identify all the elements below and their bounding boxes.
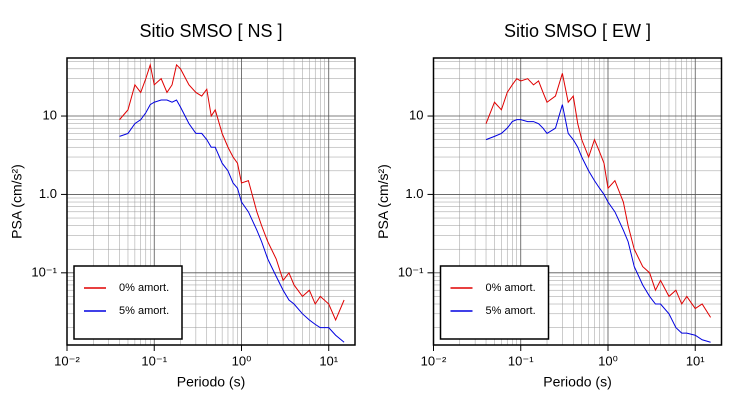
legend-box	[73, 265, 183, 340]
x-axis-label: Periodo (s)	[543, 374, 611, 390]
x-tick-label: 10⁰	[232, 353, 252, 368]
series-line	[119, 62, 345, 322]
y-tick-label: 1.0	[39, 186, 57, 201]
series-line	[485, 104, 711, 343]
y-tick-label: 10⁻¹	[398, 264, 424, 279]
y-axis-label: PSA (cm/s²)	[375, 164, 391, 239]
legend-box	[439, 265, 550, 340]
y-tick-label: 10	[43, 107, 57, 122]
chart-title: Sitio SMSO [ NS ]	[139, 21, 282, 41]
x-tick-label: 10⁻²	[421, 353, 447, 368]
x-tick-label: 10⁻¹	[508, 353, 534, 368]
y-axis-label: PSA (cm/s²)	[9, 164, 25, 239]
plot-frame	[432, 57, 723, 346]
legend-label: 5% amort.	[486, 305, 536, 317]
x-tick-label: 10¹	[686, 353, 705, 368]
plot-frame	[66, 57, 356, 346]
x-tick-label: 10⁰	[598, 353, 618, 368]
y-tick-label: 10⁻¹	[31, 264, 57, 279]
x-tick-label: 10⁻²	[54, 353, 80, 368]
series-line	[485, 73, 712, 318]
y-tick-label: 10	[409, 107, 423, 122]
chart: Sitio SMSO [ NS ] Periodo (s) PSA (cm/s²) 1…	[9, 21, 356, 390]
y-tick-label: 1.0	[405, 186, 423, 201]
legend-label: 5% amort.	[119, 305, 169, 317]
legend-label: 0% amort.	[486, 282, 536, 294]
x-tick-label: 10⁻¹	[141, 353, 167, 368]
chart: Sitio SMSO [ EW ] Periodo (s) PSA (cm/s²) 1…	[375, 21, 723, 390]
series-line	[119, 99, 345, 343]
x-tick-label: 10¹	[319, 353, 338, 368]
x-axis-label: Periodo (s)	[177, 374, 245, 390]
chart-title: Sitio SMSO [ EW ]	[504, 21, 651, 41]
legend-label: 0% amort.	[119, 282, 169, 294]
